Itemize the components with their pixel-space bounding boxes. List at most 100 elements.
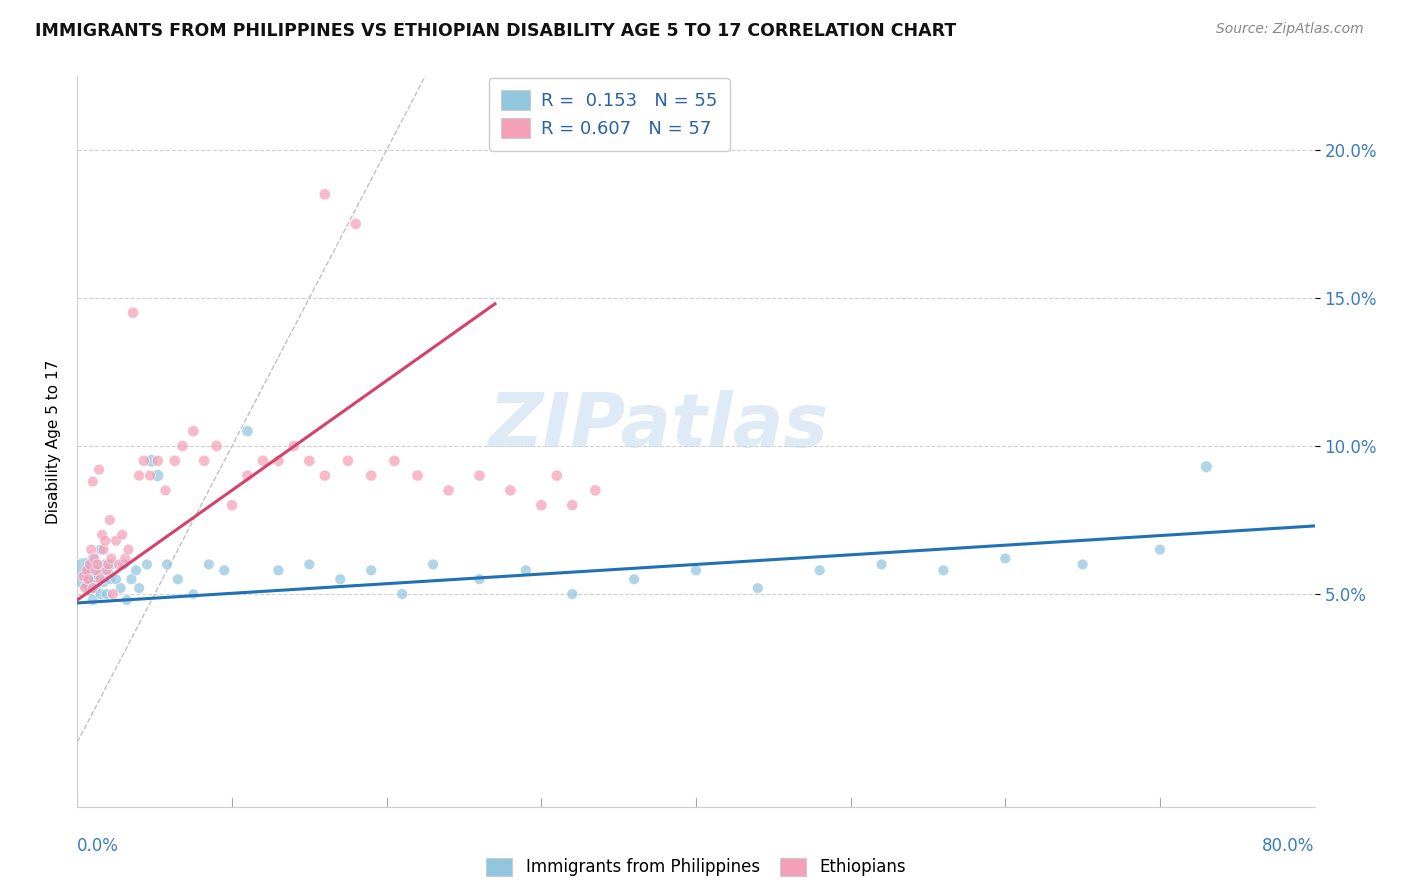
Point (515, 563, 537, 577)
Point (499, 483, 522, 498)
Point (198, 558, 221, 572)
Point (94, 533, 117, 548)
Point (685, 563, 707, 577)
Y-axis label: Disability Age 5 to 17: Disability Age 5 to 17 (45, 359, 60, 524)
Point (437, 483, 460, 498)
Point (121, 572, 143, 586)
Point (141, 454, 163, 468)
Text: IMMIGRANTS FROM PHILIPPINES VS ETHIOPIAN DISABILITY AGE 5 TO 17 CORRELATION CHAR: IMMIGRANTS FROM PHILIPPINES VS ETHIOPIAN… (35, 22, 956, 40)
Point (128, 581, 150, 595)
Point (221, 498, 243, 512)
Legend: Immigrants from Philippines, Ethiopians: Immigrants from Philippines, Ethiopians (479, 851, 912, 883)
Point (283, 439, 305, 453)
Point (72, 569, 94, 583)
Point (82, 593, 104, 607)
Point (747, 581, 769, 595)
Point (994, 551, 1017, 566)
Point (111, 528, 134, 542)
Point (98, 572, 121, 586)
Point (167, 572, 190, 586)
Point (98, 513, 121, 527)
Point (90, 572, 111, 586)
Point (1071, 558, 1094, 572)
Point (75, 566, 96, 581)
Point (79, 558, 101, 572)
Point (585, 483, 607, 498)
Point (101, 587, 124, 601)
Point (94, 558, 117, 572)
Point (932, 563, 955, 577)
Point (84, 581, 107, 595)
Point (97, 558, 120, 572)
Point (75, 581, 96, 595)
Point (79, 584, 101, 599)
Point (83, 551, 105, 566)
Point (193, 454, 215, 468)
Point (146, 454, 169, 468)
Point (267, 563, 290, 577)
Point (468, 572, 491, 586)
Point (122, 306, 145, 320)
Point (530, 498, 553, 512)
Point (112, 558, 135, 572)
Point (82, 551, 104, 566)
Point (267, 454, 290, 468)
Point (163, 454, 186, 468)
Text: 80.0%: 80.0% (1263, 837, 1315, 855)
Point (422, 558, 444, 572)
Point (90, 542, 111, 557)
Point (82, 581, 104, 595)
Point (314, 468, 336, 483)
Point (90, 587, 111, 601)
Point (561, 498, 583, 512)
Text: Source: ZipAtlas.com: Source: ZipAtlas.com (1216, 22, 1364, 37)
Point (82, 475, 104, 489)
Point (546, 468, 568, 483)
Point (96, 587, 118, 601)
Point (87, 569, 110, 583)
Point (468, 468, 491, 483)
Point (84, 563, 107, 577)
Point (128, 468, 150, 483)
Point (93, 542, 115, 557)
Point (344, 217, 367, 231)
Point (146, 468, 169, 483)
Point (125, 563, 148, 577)
Point (337, 454, 360, 468)
Point (623, 572, 645, 586)
Point (155, 483, 177, 498)
Text: 0.0%: 0.0% (77, 837, 120, 855)
Point (391, 587, 413, 601)
Point (808, 563, 831, 577)
Point (298, 558, 321, 572)
Point (105, 533, 127, 548)
Point (87, 463, 110, 477)
Point (139, 468, 162, 483)
Point (77, 572, 100, 586)
Point (86, 558, 108, 572)
Point (100, 558, 122, 572)
Point (83, 572, 105, 586)
Point (132, 454, 155, 468)
Point (76, 578, 98, 592)
Point (117, 542, 139, 557)
Point (183, 424, 205, 438)
Point (100, 551, 122, 566)
Point (93, 575, 115, 590)
Point (105, 572, 127, 586)
Point (406, 468, 429, 483)
Point (91, 528, 114, 542)
Point (252, 454, 274, 468)
Point (156, 558, 179, 572)
Point (80, 558, 103, 572)
Point (236, 468, 259, 483)
Point (80, 542, 103, 557)
Point (91, 563, 114, 577)
Point (86, 558, 108, 572)
Point (382, 454, 406, 468)
Point (314, 187, 336, 202)
Point (136, 558, 159, 572)
Point (360, 468, 382, 483)
Point (1195, 459, 1218, 474)
Point (298, 454, 321, 468)
